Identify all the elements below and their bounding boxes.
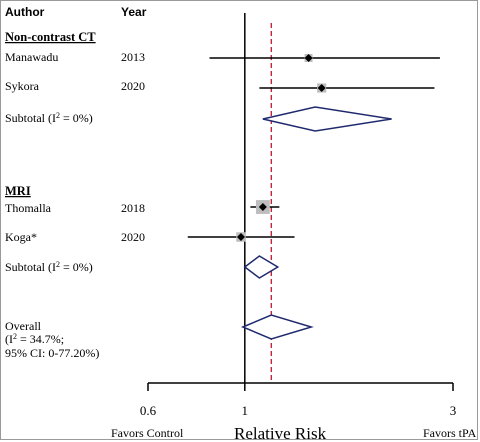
header-year: Year <box>121 5 147 19</box>
favors-control-label: Favors Control <box>111 426 184 440</box>
study-author-sykora: Sykora <box>5 79 40 93</box>
overall-label-line3: 95% CI: 0-77.20%) <box>5 346 99 360</box>
group-label-ct: Non-contrast CT <box>5 30 96 44</box>
study-year-thomalla: 2018 <box>121 201 145 215</box>
study-author-thomalla: Thomalla <box>5 201 52 215</box>
study-year-sykora: 2020 <box>121 79 145 93</box>
point-estimate-manawadu <box>304 54 313 62</box>
overall-label-line2: (I2 = 34.7%; <box>5 332 64 347</box>
x-tick-label-0: 0.6 <box>140 403 157 418</box>
point-estimate-koga <box>236 233 245 241</box>
subtotal-label-mri: Subtotal (I2 = 0%) <box>5 260 93 275</box>
overall-label-line1: Overall <box>5 319 42 333</box>
study-year-koga: 2020 <box>121 230 145 244</box>
point-estimate-sykora <box>317 84 326 92</box>
x-tick-label-1: 1 <box>242 403 249 418</box>
study-year-manawadu: 2013 <box>121 50 145 64</box>
point-estimate-thomalla <box>258 203 267 211</box>
header-author: Author <box>5 5 45 19</box>
subtotal-diamond-ct <box>262 106 392 132</box>
subtotal-label-ct: Subtotal (I2 = 0%) <box>5 111 93 126</box>
x-axis-title: Relative Risk <box>234 424 327 441</box>
group-label-mri: MRI <box>5 184 31 198</box>
study-author-manawadu: Manawadu <box>5 50 58 64</box>
x-tick-label-2: 3 <box>450 403 457 418</box>
study-author-koga: Koga* <box>5 230 37 244</box>
favors-tpa-label: Favors tPA <box>423 426 477 440</box>
subtotal-diamond-mri <box>243 255 280 279</box>
overall-diamond <box>240 314 314 340</box>
